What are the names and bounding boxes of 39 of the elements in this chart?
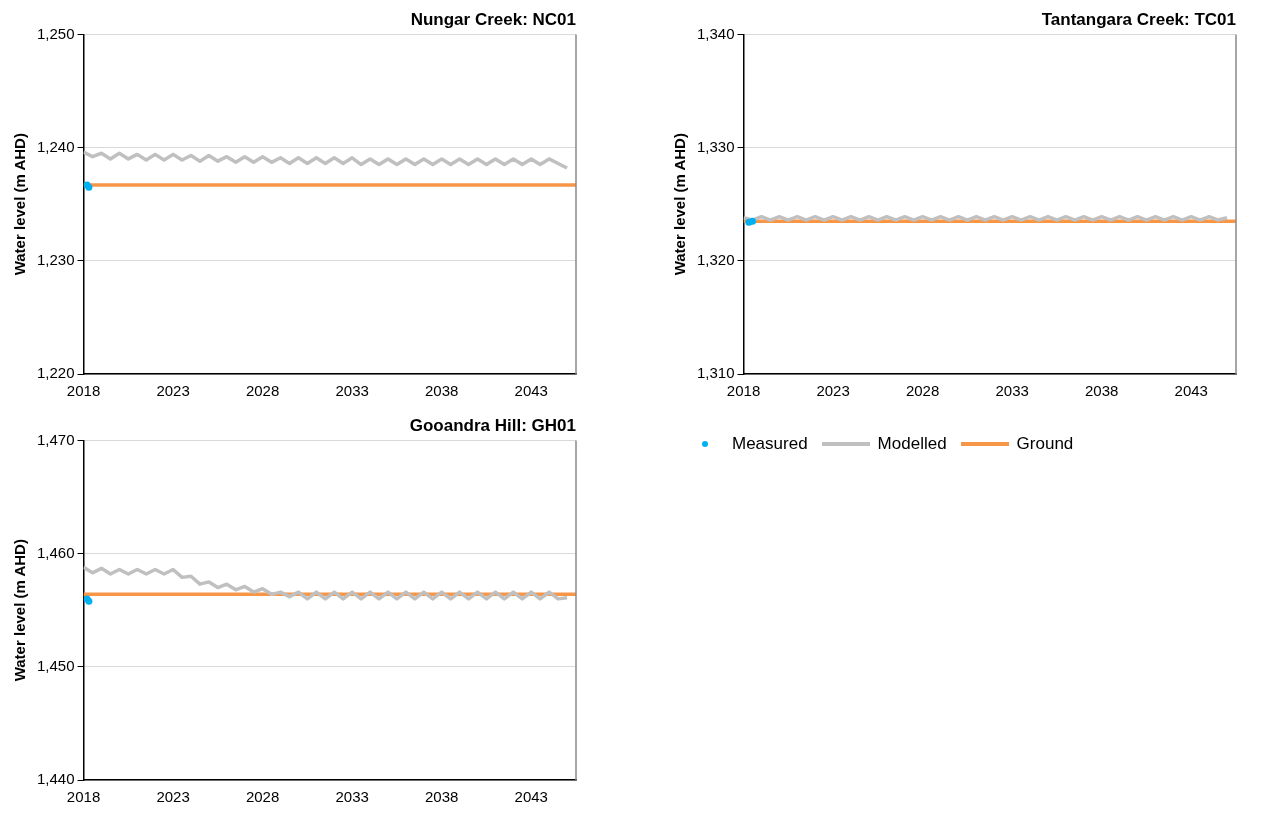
legend-label: Modelled (877, 434, 947, 454)
y-axis-title: Water level (m AHD) (11, 539, 29, 682)
y-tick-label: 1,440 (36, 770, 75, 788)
x-tick-label: 2023 (156, 788, 190, 806)
x-tick-label: 2018 (726, 382, 761, 400)
x-tick-label: 2033 (335, 382, 369, 400)
chart-title: Nungar Creek: NC01 (410, 9, 576, 29)
x-tick-label: 2038 (425, 788, 459, 806)
chart-title: Tantangara Creek: TC01 (1041, 9, 1236, 29)
y-axis-title: Water level (m AHD) (671, 133, 689, 276)
x-tick-label: 2033 (335, 788, 369, 806)
y-tick-label: 1,230 (36, 250, 75, 268)
y-tick-label: 1,310 (696, 364, 735, 382)
x-tick-label: 2023 (156, 382, 190, 400)
x-tick-label: 2018 (66, 788, 101, 806)
x-tick-label: 2038 (1085, 382, 1119, 400)
x-tick-label: 2023 (816, 382, 850, 400)
chart-title: Gooandra Hill: GH01 (409, 415, 576, 435)
x-tick-label: 2018 (66, 382, 101, 400)
x-tick-label: 2028 (245, 788, 280, 806)
x-tick-label: 2043 (514, 382, 548, 400)
y-tick-label: 1,320 (696, 250, 735, 268)
y-axis-title: Water level (m AHD) (11, 133, 29, 276)
y-tick-label: 1,460 (36, 543, 75, 561)
y-tick-label: 1,240 (36, 137, 75, 155)
x-tick-label: 2033 (995, 382, 1029, 400)
y-tick-label: 1,340 (696, 24, 735, 42)
x-tick-label: 2028 (905, 382, 940, 400)
legend-label: Measured (732, 434, 808, 454)
y-tick-label: 1,250 (36, 24, 75, 42)
x-tick-label: 2043 (514, 788, 548, 806)
y-tick-label: 1,470 (36, 430, 75, 448)
x-tick-label: 2028 (245, 382, 280, 400)
y-tick-label: 1,330 (696, 137, 735, 155)
y-tick-label: 1,220 (36, 364, 75, 382)
legend-label: Ground (1016, 434, 1074, 454)
x-tick-label: 2043 (1174, 382, 1208, 400)
x-tick-label: 2038 (425, 382, 459, 400)
y-tick-label: 1,450 (36, 656, 75, 674)
